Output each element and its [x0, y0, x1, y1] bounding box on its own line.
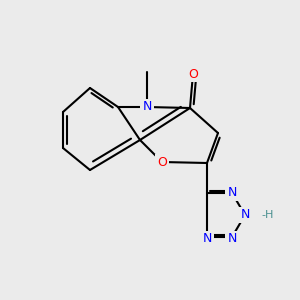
Text: N: N: [202, 232, 212, 245]
Text: -H: -H: [261, 210, 273, 220]
Text: N: N: [142, 100, 152, 113]
Text: O: O: [188, 68, 198, 80]
Text: N: N: [227, 187, 237, 200]
Text: N: N: [227, 232, 237, 245]
Text: O: O: [157, 155, 167, 169]
Text: N: N: [240, 208, 250, 221]
